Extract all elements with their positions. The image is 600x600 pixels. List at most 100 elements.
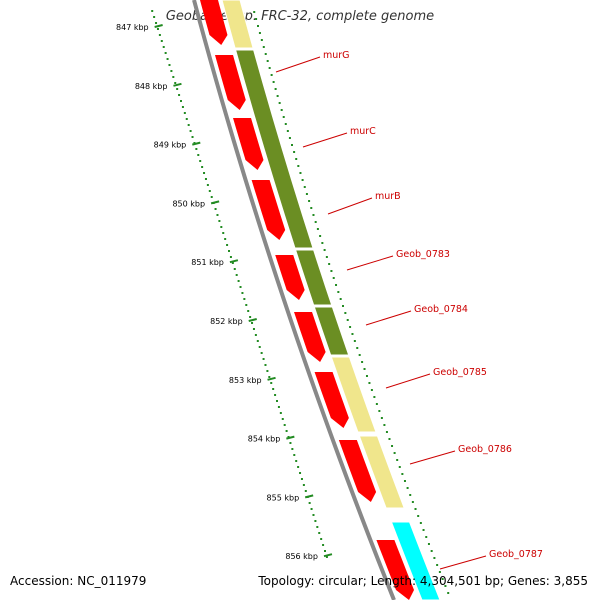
ruler-dot bbox=[172, 76, 175, 78]
ruler-tick-label: 856 kbp bbox=[285, 552, 318, 561]
cds-arrow bbox=[251, 180, 286, 240]
ruler-dot bbox=[300, 478, 303, 480]
ruler-dot bbox=[299, 472, 302, 474]
accession-text: Accession: NC_011979 bbox=[10, 574, 147, 588]
ruler-tick-label: 848 kbp bbox=[135, 82, 168, 91]
ruler-dot bbox=[181, 106, 184, 108]
gene-leader-line bbox=[327, 197, 373, 215]
ruler-dot bbox=[197, 154, 200, 156]
ruler-dot bbox=[268, 376, 271, 378]
ruler-dot bbox=[226, 244, 229, 246]
cds-track bbox=[200, 0, 415, 600]
gene-label: Geob_0783 bbox=[396, 249, 450, 260]
ruler-major-tick bbox=[267, 376, 276, 381]
gene-label: murG bbox=[323, 50, 350, 61]
ruler-dot bbox=[164, 52, 167, 54]
cog-track bbox=[221, 0, 441, 600]
ruler-dot bbox=[210, 196, 213, 198]
ruler-dot bbox=[220, 226, 223, 228]
ruler-tick-label: 847 kbp bbox=[116, 23, 149, 32]
ruler-dot bbox=[325, 556, 328, 558]
ruler-dot bbox=[176, 88, 179, 90]
ruler-dot bbox=[291, 448, 294, 450]
ruler-dot bbox=[272, 388, 275, 390]
ruler-dot bbox=[162, 46, 165, 48]
gene-leader-line bbox=[409, 450, 456, 465]
ruler-major-tick bbox=[304, 494, 314, 499]
ruler-major-tick bbox=[192, 141, 201, 146]
ruler-dot bbox=[233, 268, 236, 270]
ruler-dot bbox=[151, 10, 154, 12]
gene-label: Geob_0787 bbox=[489, 549, 543, 560]
ruler-dot bbox=[324, 550, 326, 552]
ruler-dot bbox=[239, 286, 242, 288]
ruler-dot bbox=[224, 238, 227, 240]
ruler-dot bbox=[180, 100, 182, 102]
ruler-dot bbox=[245, 304, 248, 306]
cds-arrow bbox=[200, 0, 228, 45]
ruler-dot bbox=[156, 28, 159, 30]
outer-tick-track bbox=[253, 11, 450, 594]
ruler-dot bbox=[249, 316, 252, 318]
ruler-dot bbox=[166, 58, 169, 60]
ruler-dot bbox=[191, 136, 194, 138]
ruler-dot bbox=[195, 148, 198, 150]
gene-label: murC bbox=[350, 126, 376, 137]
ruler-dot bbox=[270, 382, 273, 384]
ruler-dot bbox=[302, 484, 305, 486]
ruler-dot bbox=[231, 262, 234, 264]
ruler-dot bbox=[218, 220, 221, 222]
ruler-dot bbox=[241, 292, 244, 294]
ruler-dot bbox=[206, 184, 209, 186]
ruler-tick-label: 855 kbp bbox=[267, 493, 300, 502]
ruler-dot bbox=[279, 412, 282, 414]
cog-segment bbox=[330, 356, 377, 433]
ruler-dot bbox=[153, 16, 156, 18]
ruler-dot bbox=[266, 370, 269, 372]
ruler-dot bbox=[189, 130, 192, 132]
cog-segment bbox=[358, 435, 405, 509]
ruler-dot bbox=[160, 40, 163, 42]
ruler-tick-label: 852 kbp bbox=[210, 317, 243, 326]
gene-label: Geob_0786 bbox=[458, 444, 512, 455]
ruler-dot bbox=[204, 178, 207, 180]
ruler-dot bbox=[237, 280, 240, 282]
cds-arrow bbox=[275, 255, 305, 300]
ruler-dot bbox=[322, 544, 325, 546]
ruler-dot bbox=[193, 142, 196, 144]
backbone-line bbox=[192, 0, 396, 600]
gene-leader-line bbox=[275, 56, 321, 73]
ruler-dot bbox=[312, 514, 315, 516]
ruler-tick-label: 849 kbp bbox=[154, 141, 187, 150]
ruler-dot bbox=[276, 400, 278, 402]
ruler-dot bbox=[308, 502, 311, 504]
ruler-dot bbox=[314, 520, 317, 522]
ruler-dot bbox=[262, 358, 265, 360]
cds-arrow bbox=[294, 312, 326, 362]
ruler-dot bbox=[155, 22, 158, 24]
ruler-major-tick bbox=[210, 200, 220, 205]
ruler-dot bbox=[258, 346, 261, 348]
cog-segment bbox=[294, 249, 333, 306]
ruler-dot bbox=[235, 274, 238, 276]
cog-segment bbox=[221, 0, 254, 49]
gene-label: Geob_0784 bbox=[414, 304, 468, 315]
ruler-major-tick bbox=[173, 82, 182, 87]
ruler-dot bbox=[297, 466, 300, 468]
ruler-dot bbox=[251, 322, 254, 324]
ruler-dot bbox=[289, 442, 292, 444]
ruler-dot bbox=[310, 508, 313, 510]
cds-arrow bbox=[215, 55, 246, 110]
gene-leader-line bbox=[302, 132, 348, 148]
cog-segment bbox=[390, 521, 441, 600]
ruler-major-tick bbox=[323, 553, 333, 558]
cds-arrow bbox=[376, 540, 415, 600]
ruler-dot bbox=[216, 214, 219, 216]
ruler-dot bbox=[320, 538, 323, 540]
ruler-dot bbox=[168, 64, 171, 66]
ruler-dot bbox=[285, 430, 288, 432]
ruler-dot bbox=[281, 418, 284, 420]
ruler-dot bbox=[199, 160, 202, 162]
gene-labels: murG murC murB Geob_0783 Geob_0784 Geob_0785 G… bbox=[275, 50, 543, 570]
gene-leader-line bbox=[385, 373, 431, 389]
